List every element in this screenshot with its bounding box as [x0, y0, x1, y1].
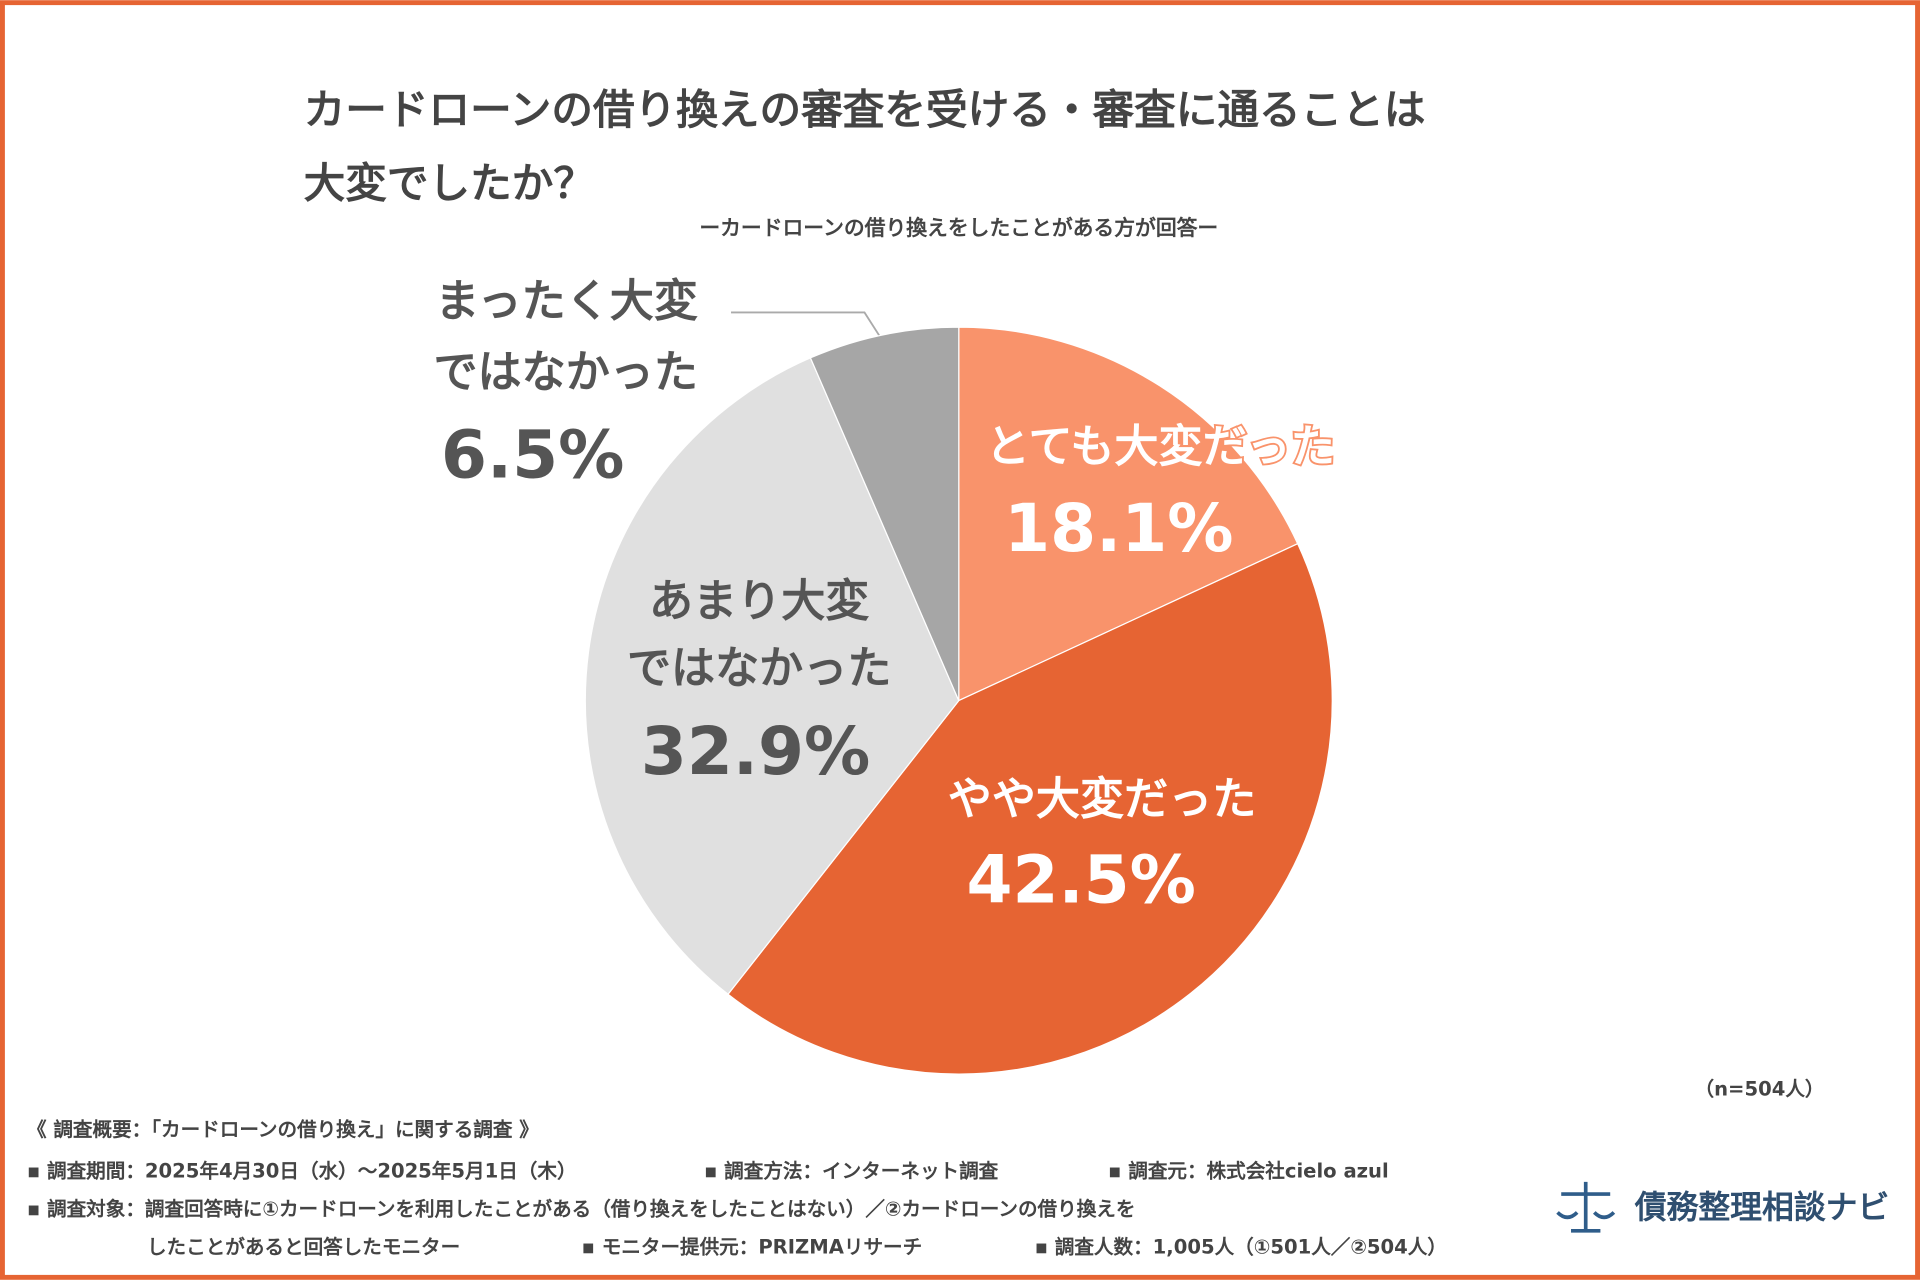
slice-label: やや大変だった: [948, 774, 1257, 825]
footer-text: ▪ 調査対象：調査回答時に①カードローンを利用したことがある（借り換えをしたこと…: [27, 1198, 1136, 1221]
slice-label: ではなかった: [627, 643, 891, 694]
pie-slice: [809, 326, 960, 701]
value-label: 18.1%: [1004, 490, 1233, 567]
chart-title: カードローンの借り換えの審査を受ける・審査に通ることは: [304, 85, 1426, 134]
sample-note: （n=504人）: [1695, 1078, 1825, 1101]
pie-slice: [958, 326, 1299, 702]
logo-text: 債務整理相談ナビ: [1634, 1188, 1890, 1226]
leader-line: [731, 311, 885, 344]
value-label: 42.5%: [967, 841, 1196, 918]
footer-text: したことがあると回答したモニター: [147, 1235, 460, 1258]
value-label: 6.5%: [441, 416, 624, 493]
footer-text: ▪ 調査方法：インターネット調査: [704, 1160, 999, 1183]
slice-label: あまり大変: [649, 576, 869, 627]
slice-label: ではなかった: [433, 347, 697, 398]
footer-text: ▪ 調査期間：2025年4月30日（水）〜2025年5月1日（木）: [27, 1160, 577, 1183]
pie-slice: [584, 357, 960, 996]
pie-slice: [727, 542, 1333, 1075]
subtitle: ーカードローンの借り換えをしたことがある方が回答ー: [699, 216, 1218, 240]
footer-text: ▪ モニター提供元：PRIZMAリサーチ: [582, 1235, 923, 1258]
footer-heading: 《 調査概要：「カードローンの借り換え」に関する調査 》: [27, 1118, 539, 1141]
footer-text: ▪ 調査人数：1,005人（①501人／②504人）: [1035, 1235, 1447, 1258]
footer-text: ▪ 調査元：株式会社cielo azul: [1108, 1160, 1389, 1183]
slice-label: とても大変だった: [986, 422, 1335, 473]
logo-icon: [1556, 1181, 1616, 1233]
value-label: 32.9%: [641, 713, 870, 790]
chart-title: 大変でしたか？: [304, 158, 595, 207]
slice-label: まったく大変: [435, 276, 698, 327]
